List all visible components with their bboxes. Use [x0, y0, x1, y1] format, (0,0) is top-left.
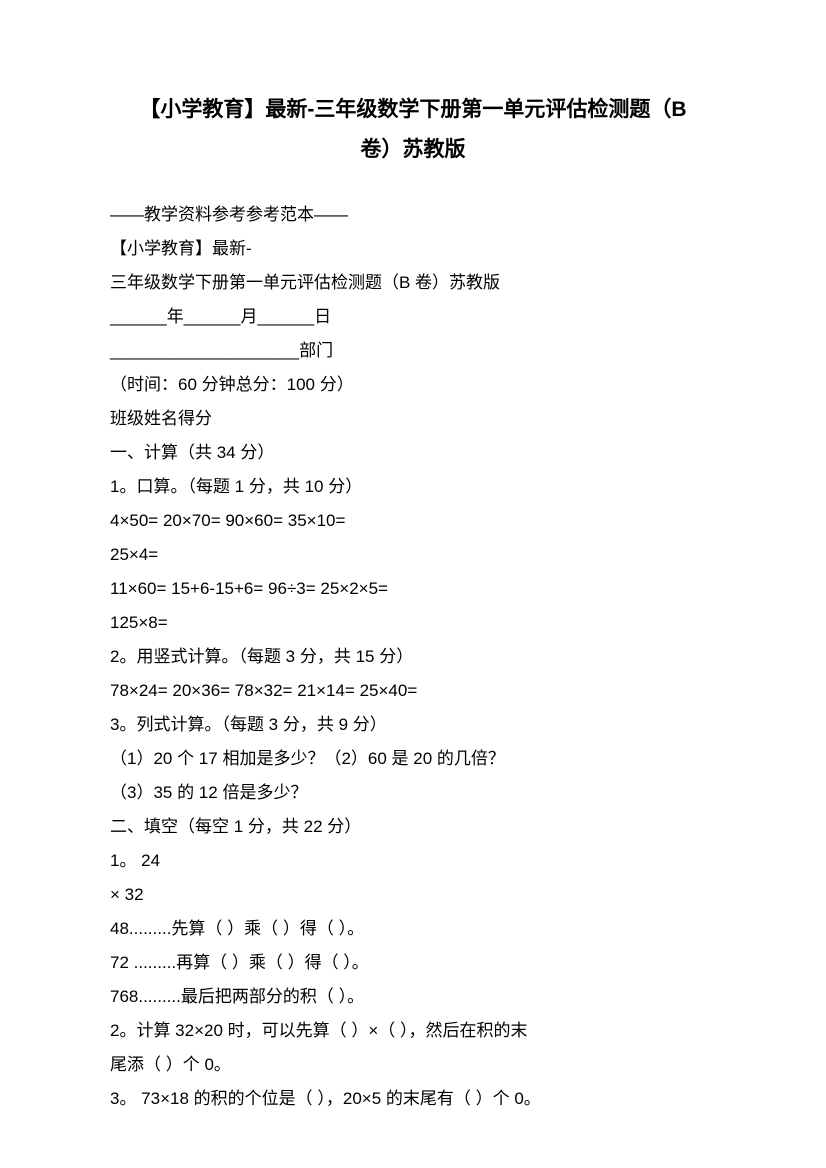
body-line: × 32	[110, 878, 716, 912]
body-line: 11×60= 15+6-15+6= 96÷3= 25×2×5=	[110, 572, 716, 606]
body-line: （时间：60 分钟总分：100 分）	[110, 368, 716, 402]
body-line: ____________________部门	[110, 334, 716, 368]
body-line: 768.........最后把两部分的积（ ）。	[110, 980, 716, 1014]
body-line: 72 .........再算（ ）乘（ ）得（ ）。	[110, 946, 716, 980]
body-line: （1）20 个 17 相加是多少？（2）60 是 20 的几倍？	[110, 742, 716, 776]
body-line: 4×50= 20×70= 90×60= 35×10=	[110, 504, 716, 538]
body-line: 3。列式计算。（每题 3 分，共 9 分）	[110, 708, 716, 742]
body-line: 48.........先算（ ）乘（ ）得（ ）。	[110, 912, 716, 946]
body-line: 1。口算。（每题 1 分，共 10 分）	[110, 470, 716, 504]
body-line: 2。用竖式计算。（每题 3 分，共 15 分）	[110, 640, 716, 674]
body-line: 78×24= 20×36= 78×32= 21×14= 25×40=	[110, 674, 716, 708]
body-line: 2。计算 32×20 时，可以先算（ ）×（ ），然后在积的末	[110, 1014, 716, 1048]
document-body: ——教学资料参考参考范本—— 【小学教育】最新- 三年级数学下册第一单元评估检测…	[110, 198, 716, 1116]
body-line: ______年______月______日	[110, 300, 716, 334]
body-line: 3。 73×18 的积的个位是（ ），20×5 的末尾有（ ）个 0。	[110, 1082, 716, 1116]
document-title: 【小学教育】最新-三年级数学下册第一单元评估检测题（B 卷）苏教版	[110, 90, 716, 170]
body-line: 【小学教育】最新-	[110, 232, 716, 266]
body-line: 班级姓名得分	[110, 402, 716, 436]
title-line-1: 【小学教育】最新-三年级数学下册第一单元评估检测题（B	[139, 98, 686, 121]
body-line: 一、计算（共 34 分）	[110, 436, 716, 470]
body-line: 1。 24	[110, 844, 716, 878]
body-line: ——教学资料参考参考范本——	[110, 198, 716, 232]
body-line: 三年级数学下册第一单元评估检测题（B 卷）苏教版	[110, 266, 716, 300]
body-line: （3）35 的 12 倍是多少？	[110, 776, 716, 810]
body-line: 尾添（ ）个 0。	[110, 1048, 716, 1082]
title-line-2: 卷）苏教版	[361, 138, 466, 161]
body-line: 125×8=	[110, 606, 716, 640]
body-line: 25×4=	[110, 538, 716, 572]
body-line: 二、填空（每空 1 分，共 22 分）	[110, 810, 716, 844]
